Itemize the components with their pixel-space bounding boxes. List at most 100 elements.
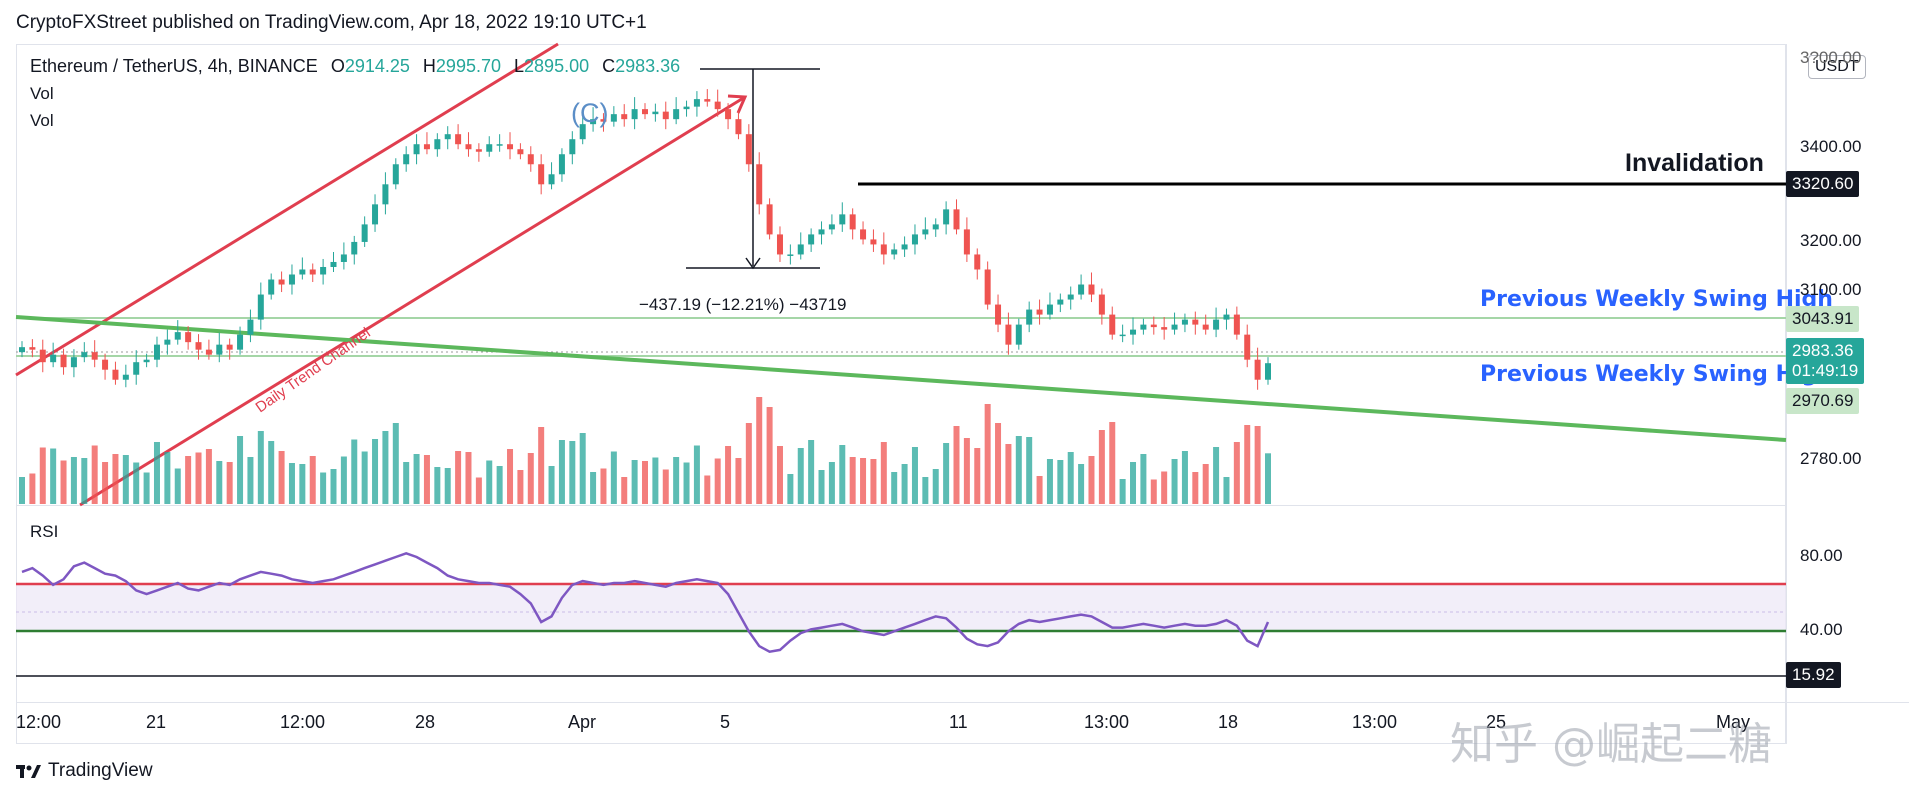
- candle-body[interactable]: [91, 352, 98, 360]
- candle-body[interactable]: [818, 229, 825, 235]
- channel-lower-line[interactable]: [79, 95, 746, 507]
- candle-body[interactable]: [1067, 294, 1074, 300]
- candle-body[interactable]: [662, 111, 669, 120]
- candle-body[interactable]: [60, 354, 67, 368]
- candle-body[interactable]: [320, 266, 327, 275]
- candle-body[interactable]: [81, 352, 88, 358]
- candle-body[interactable]: [1140, 324, 1147, 330]
- candle-body[interactable]: [1202, 324, 1209, 330]
- candle-body[interactable]: [517, 149, 524, 155]
- candle-body[interactable]: [392, 164, 399, 185]
- candle-body[interactable]: [1088, 284, 1095, 295]
- candle-body[interactable]: [1109, 314, 1116, 335]
- candle-body[interactable]: [735, 119, 742, 135]
- candle-body[interactable]: [330, 261, 337, 267]
- candle-body[interactable]: [943, 209, 950, 225]
- candle-body[interactable]: [351, 241, 358, 255]
- candle-body[interactable]: [153, 344, 160, 360]
- candle-body[interactable]: [1223, 314, 1230, 320]
- candle-body[interactable]: [808, 234, 815, 245]
- candle-body[interactable]: [725, 109, 732, 120]
- candle-body[interactable]: [839, 214, 846, 225]
- candle-body[interactable]: [922, 229, 929, 235]
- candle-body[interactable]: [133, 362, 140, 375]
- candle-body[interactable]: [569, 139, 576, 155]
- candle-body[interactable]: [642, 109, 648, 115]
- candle-body[interactable]: [787, 254, 794, 256]
- candle-body[interactable]: [963, 229, 970, 255]
- candle-body[interactable]: [185, 332, 192, 343]
- candle-body[interactable]: [1119, 334, 1126, 337]
- candle-body[interactable]: [1213, 319, 1220, 330]
- candle-body[interactable]: [340, 254, 347, 262]
- candle-body[interactable]: [50, 354, 57, 363]
- candle-body[interactable]: [631, 109, 638, 120]
- candle-body[interactable]: [714, 101, 721, 110]
- candle-body[interactable]: [29, 347, 36, 350]
- candle-body[interactable]: [590, 119, 597, 125]
- candle-body[interactable]: [974, 254, 981, 270]
- candle-body[interactable]: [1150, 324, 1157, 328]
- candle-body[interactable]: [1265, 363, 1271, 380]
- candle-body[interactable]: [1026, 309, 1033, 325]
- candle-body[interactable]: [932, 224, 939, 230]
- candle-body[interactable]: [195, 342, 202, 350]
- candle-body[interactable]: [465, 144, 472, 150]
- candle-body[interactable]: [39, 349, 46, 363]
- candle-body[interactable]: [1130, 329, 1137, 335]
- candle-body[interactable]: [558, 154, 565, 175]
- candle-body[interactable]: [693, 99, 700, 107]
- candle-body[interactable]: [527, 154, 534, 165]
- candle-body[interactable]: [1005, 324, 1012, 345]
- candle-body[interactable]: [995, 304, 1002, 325]
- candle-body[interactable]: [444, 134, 451, 140]
- candle-body[interactable]: [828, 224, 835, 230]
- candle-body[interactable]: [102, 359, 109, 370]
- candle-body[interactable]: [621, 114, 628, 120]
- candles[interactable]: [19, 89, 1271, 390]
- candle-body[interactable]: [880, 244, 887, 255]
- candle-body[interactable]: [268, 279, 275, 295]
- candle-body[interactable]: [413, 144, 420, 155]
- candle-body[interactable]: [1015, 324, 1022, 345]
- candle-body[interactable]: [1057, 299, 1064, 305]
- candle-body[interactable]: [403, 154, 410, 165]
- channel-upper-line[interactable]: [15, 42, 559, 377]
- time-axis[interactable]: 12:00 21 12:00 28 Apr 5 11 13:00 18 13:00 25 May: [0, 712, 1786, 736]
- candle-body[interactable]: [745, 134, 752, 165]
- candle-body[interactable]: [288, 274, 295, 285]
- candle-body[interactable]: [1161, 327, 1168, 330]
- candle-body[interactable]: [704, 99, 711, 102]
- green-trendline[interactable]: [15, 315, 1787, 442]
- candle-body[interactable]: [548, 174, 555, 185]
- candle-body[interactable]: [1046, 304, 1053, 315]
- candle-body[interactable]: [226, 344, 233, 350]
- candle-body[interactable]: [486, 144, 493, 152]
- candle-body[interactable]: [984, 269, 991, 305]
- candle-body[interactable]: [673, 109, 680, 120]
- candle-body[interactable]: [797, 244, 804, 255]
- candle-body[interactable]: [891, 249, 898, 255]
- symbol-label[interactable]: Ethereum / TetherUS, 4h, BINANCE: [30, 56, 318, 76]
- candle-body[interactable]: [112, 369, 119, 380]
- rsi-label[interactable]: RSI: [30, 522, 59, 541]
- candle-body[interactable]: [870, 239, 877, 245]
- candle-body[interactable]: [538, 164, 545, 185]
- candle-body[interactable]: [1036, 309, 1043, 315]
- vol-label-2[interactable]: Vol: [30, 111, 54, 130]
- candle-body[interactable]: [1078, 284, 1085, 295]
- candle-body[interactable]: [610, 114, 617, 122]
- candle-body[interactable]: [756, 164, 763, 205]
- candle-body[interactable]: [361, 224, 368, 242]
- candle-body[interactable]: [652, 111, 659, 115]
- candle-body[interactable]: [860, 229, 867, 240]
- candle-body[interactable]: [507, 144, 514, 150]
- candle-body[interactable]: [953, 209, 960, 230]
- candle-body[interactable]: [496, 144, 503, 146]
- candle-body[interactable]: [309, 269, 316, 275]
- candle-body[interactable]: [911, 234, 918, 245]
- candle-body[interactable]: [382, 184, 389, 205]
- candle-body[interactable]: [372, 204, 379, 225]
- candle-body[interactable]: [278, 279, 285, 285]
